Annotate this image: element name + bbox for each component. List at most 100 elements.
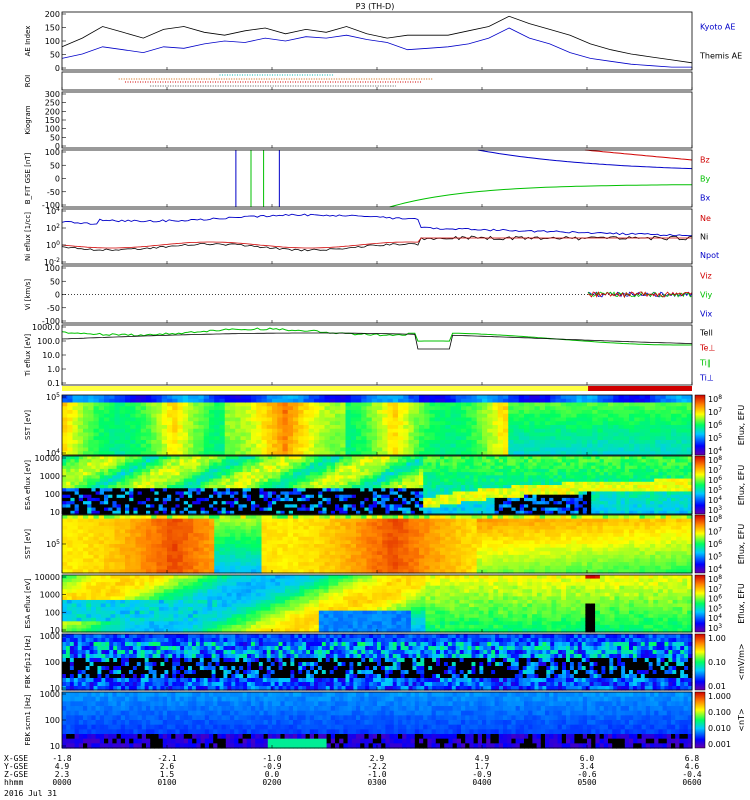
- spectrogram-cell: [503, 451, 509, 456]
- spectrogram-cell: [366, 447, 373, 452]
- spectrogram-cell: [272, 465, 277, 470]
- spectrogram-cell: [104, 468, 109, 473]
- spectrogram-cell: [385, 488, 391, 493]
- spectrogram-cell: [623, 413, 630, 419]
- spectrogram-cell: [62, 510, 67, 515]
- spectrogram-cell: [434, 398, 441, 404]
- spectrogram-cell: [595, 481, 601, 486]
- spectrogram-cell: [644, 428, 651, 434]
- spectrogram-cell: [507, 465, 512, 470]
- spectrogram-cell: [293, 395, 299, 400]
- spectrogram-cell: [151, 518, 158, 523]
- spectrogram-cell: [566, 421, 572, 426]
- spectrogram-cell: [225, 456, 231, 460]
- spectrogram-cell: [120, 465, 126, 470]
- spectrogram-cell: [177, 536, 184, 541]
- spectrogram-cell: [87, 459, 92, 464]
- spectrogram-cell: [406, 481, 412, 486]
- spectrogram-cell: [140, 525, 147, 531]
- spectrogram-cell: [335, 510, 340, 515]
- spectrogram-cell: [423, 478, 428, 483]
- spectrogram-cell: [408, 443, 415, 449]
- spectrogram-cell: [242, 481, 248, 486]
- spectrogram-cell: [581, 406, 588, 411]
- spectrogram-cell: [461, 443, 467, 449]
- spectrogram-cell: [70, 485, 76, 489]
- spectrogram-cell: [104, 529, 110, 534]
- spectrogram-cell: [112, 501, 118, 505]
- spectrogram-cell: [156, 398, 163, 404]
- spectrogram-cell: [196, 478, 202, 483]
- spectrogram-cell: [234, 456, 239, 460]
- spectrogram-cell: [623, 443, 630, 449]
- spectrogram-cell: [267, 465, 273, 470]
- spectrogram-cell: [156, 432, 163, 437]
- spectrogram-cell: [486, 459, 491, 464]
- spectrogram-cell: [490, 465, 496, 470]
- spectrogram-cell: [261, 421, 268, 426]
- spectrogram-cell: [427, 491, 433, 496]
- spectrogram-cell: [188, 417, 194, 422]
- spectrogram-cell: [146, 504, 151, 509]
- spectrogram-cell: [582, 501, 588, 505]
- spectrogram-cell: [83, 554, 89, 560]
- spectrogram-cell: [503, 497, 508, 502]
- spectrogram-cell: [487, 417, 494, 422]
- spectrogram-cell: [158, 459, 164, 464]
- spectrogram-cell: [486, 501, 491, 505]
- spectrogram-cell: [356, 436, 362, 441]
- spectrogram-cell: [230, 447, 236, 452]
- spectrogram-cell: [603, 475, 609, 480]
- spectrogram-cell: [114, 518, 121, 523]
- spectrogram-cell: [560, 447, 567, 452]
- spectrogram-cell: [581, 451, 588, 456]
- spectrogram-cell: [612, 481, 617, 486]
- spectrogram-cell: [221, 475, 227, 480]
- spectrogram-cell: [385, 472, 391, 476]
- spectrogram-cell: [434, 440, 441, 445]
- spectrogram-cell: [225, 507, 231, 512]
- spectrogram-cell: [602, 425, 609, 430]
- spectrogram-cell: [322, 481, 328, 486]
- spectrogram-cell: [196, 497, 202, 502]
- spectrogram-cell: [477, 472, 483, 476]
- spectrogram-cell: [137, 465, 143, 470]
- spectrogram-cell: [172, 417, 179, 422]
- spectrogram-cell: [266, 395, 273, 400]
- spectrogram-cell: [377, 395, 383, 400]
- spectrogram-cell: [179, 468, 185, 473]
- spectrogram-cell: [78, 497, 84, 502]
- spectrogram-cell: [528, 456, 533, 460]
- spectrogram-cell: [389, 497, 395, 502]
- spectrogram-cell: [486, 465, 491, 470]
- spectrogram-cell: [230, 417, 236, 422]
- spectrogram-cell: [587, 421, 593, 426]
- spectrogram-cell: [161, 406, 168, 411]
- spectrogram-cell: [125, 432, 131, 437]
- spectrogram-cell: [322, 459, 328, 464]
- spectrogram-cell: [398, 413, 404, 419]
- spectrogram-cell: [608, 413, 614, 419]
- spectrogram-cell: [402, 485, 407, 489]
- spectrogram-cell: [88, 529, 95, 534]
- spectrogram-cell: [177, 447, 184, 452]
- spectrogram-cell: [213, 462, 218, 467]
- spectrogram-cell: [350, 440, 357, 445]
- spectrogram-cell: [393, 494, 399, 499]
- spectrogram-cell: [448, 497, 454, 502]
- spectrogram-cell: [213, 456, 218, 460]
- spectrogram-cell: [87, 465, 92, 470]
- spectrogram-cell: [188, 410, 194, 415]
- spectrogram-cell: [387, 451, 394, 456]
- spectrogram-cell: [171, 462, 176, 467]
- spectrogram-cell: [188, 462, 193, 467]
- spectrogram-cell: [570, 481, 575, 486]
- spectrogram-cell: [469, 510, 475, 515]
- spectrogram-cell: [461, 451, 467, 456]
- spectrogram-cell: [372, 501, 378, 505]
- spectrogram-cell: [511, 472, 517, 476]
- spectrogram-cell: [219, 447, 226, 452]
- spectrogram-cell: [364, 456, 370, 460]
- spectrogram-cell: [108, 468, 113, 473]
- spectrogram-cell: [72, 451, 79, 456]
